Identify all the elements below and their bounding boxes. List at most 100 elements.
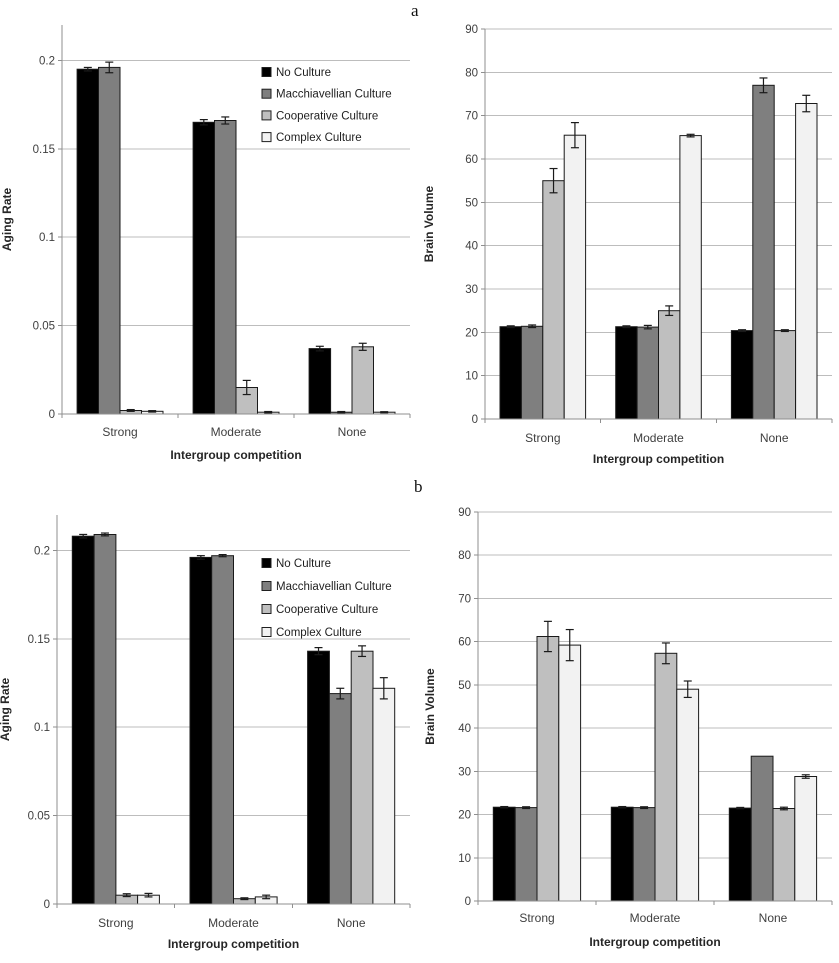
y-axis-title: Brain Volume [422, 185, 436, 262]
y-tick-label-0.15: 0.15 [33, 144, 55, 156]
errorbar-complex-culture-strong [570, 121, 579, 149]
x-tick-label-moderate: Moderate [211, 425, 262, 439]
bar-no-culture-none [308, 348, 332, 415]
y-tick-label-10: 10 [465, 371, 478, 383]
errorbar-no-culture-moderate [199, 118, 208, 126]
y-tick-label-70: 70 [465, 111, 478, 123]
bar-no-culture-moderate [192, 121, 216, 415]
chart-svg-panel-a-aging-rate: Strong Moderate None 0 0.05 0.1 0.15 0.2 Intergr… [0, 25, 411, 462]
errorbar-complex-culture-moderate [686, 133, 695, 138]
y-tick-label-0.15: 0.15 [28, 634, 50, 646]
errorbar-cooperative-culture-none [358, 645, 367, 658]
errorbar-cooperative-culture-strong [543, 620, 552, 653]
bar-complex-culture-none [372, 687, 396, 905]
errorbar-no-culture-none [736, 806, 745, 810]
bar-complex-culture-none [794, 776, 818, 902]
legend-item-no-culture: No Culture [261, 67, 331, 79]
y-tick-label-10: 10 [458, 853, 471, 865]
errorbar-no-culture-strong [79, 533, 88, 539]
x-tick-label-none: None [759, 911, 788, 925]
errorbar-macchiavellian-culture-moderate [218, 554, 227, 558]
x-axis-title: Intergroup competition [589, 935, 720, 949]
errorbar-cooperative-culture-moderate [240, 897, 249, 901]
y-tick-label-0: 0 [465, 896, 471, 908]
errorbar-cooperative-culture-strong [126, 408, 135, 412]
y-tick-label-60: 60 [458, 637, 471, 649]
chart-svg-panel-b-aging-rate: Strong Moderate None 0 0.05 0.1 0.15 0.2 Intergr… [0, 515, 411, 951]
errorbar-complex-culture-none [802, 94, 811, 113]
bar-no-culture-moderate [610, 806, 634, 902]
errorbar-macchiavellian-culture-strong [522, 806, 531, 810]
errorbar-complex-culture-moderate [683, 680, 692, 699]
errorbar-macchiavellian-culture-strong [100, 532, 109, 537]
errorbar-complex-culture-strong [565, 628, 574, 662]
legend-item-cooperative-culture: Cooperative Culture [261, 604, 378, 616]
y-tick-label-0.2: 0.2 [39, 55, 55, 67]
x-tick-label-strong: Strong [525, 431, 560, 445]
bar-macchiavellian-culture-moderate [636, 326, 660, 420]
legend: No Culture Macchiavellian Culture Cooperat… [261, 558, 392, 639]
bar-no-culture-moderate [189, 556, 213, 905]
errorbar-macchiavellian-culture-moderate [640, 806, 649, 810]
y-tick-label-40: 40 [465, 241, 478, 253]
errorbar-macchiavellian-culture-strong [528, 324, 537, 329]
y-tick-label-90: 90 [458, 507, 471, 519]
y-axis-title: Aging Rate [0, 678, 12, 742]
bar-macchiavellian-culture-moderate [211, 555, 234, 905]
chart-panel-a-brain-volume: Strong Moderate None 0 10 20 30 40 50 60 70 80 90 Int… [420, 0, 839, 477]
errorbar-macchiavellian-culture-strong [105, 61, 114, 74]
bar-no-culture-none [307, 650, 330, 905]
y-tick-label-0.2: 0.2 [34, 545, 50, 557]
legend-label-cooperative-culture: Cooperative Culture [276, 110, 378, 122]
legend-swatch-cooperative-culture [261, 110, 272, 121]
bar-macchiavellian-culture-moderate [632, 807, 656, 902]
errorbar-complex-culture-none [379, 677, 388, 700]
legend-swatch-no-culture [261, 558, 272, 568]
x-tick-label-none: None [337, 916, 366, 930]
chart-svg-panel-b-brain-volume: Strong Moderate None 0 10 20 30 40 50 60 70 80 90 Int… [423, 507, 833, 949]
bar-cooperative-culture-none [350, 650, 374, 905]
x-tick-label-none: None [760, 431, 789, 445]
bar-cooperative-culture-none [351, 346, 374, 415]
y-tick-label-80: 80 [465, 67, 478, 79]
errorbar-no-culture-strong [506, 325, 515, 329]
legend-label-macchiavellian-culture: Macchiavellian Culture [276, 89, 392, 101]
x-tick-label-moderate: Moderate [208, 916, 259, 930]
bar-complex-culture-strong [558, 644, 582, 902]
panel-label-b: b [414, 477, 423, 496]
bar-cooperative-culture-moderate [658, 310, 681, 420]
errorbar-no-culture-moderate [622, 325, 631, 329]
bar-macchiavellian-culture-none [752, 84, 775, 420]
y-tick-label-0: 0 [472, 414, 478, 426]
bar-complex-culture-moderate [676, 688, 700, 902]
errorbar-cooperative-culture-none [780, 329, 789, 333]
y-tick-label-0: 0 [49, 409, 55, 421]
y-tick-label-50: 50 [458, 680, 471, 692]
x-tick-label-strong: Strong [519, 911, 554, 925]
x-tick-label-strong: Strong [102, 425, 137, 439]
bar-cooperative-culture-strong [542, 180, 565, 420]
chart-svg-panel-a-brain-volume: Strong Moderate None 0 10 20 30 40 50 60 70 80 90 Int… [422, 24, 833, 466]
bar-no-culture-none [730, 330, 754, 420]
errorbar-cooperative-culture-moderate [665, 305, 674, 317]
y-tick-label-80: 80 [458, 550, 471, 562]
bar-macchiavellian-culture-strong [514, 807, 538, 902]
y-tick-label-0.05: 0.05 [33, 321, 55, 333]
legend-label-complex-culture: Complex Culture [276, 627, 362, 639]
errorbar-no-culture-none [314, 647, 323, 656]
x-tick-label-moderate: Moderate [630, 911, 681, 925]
bar-complex-culture-none [795, 103, 818, 420]
bar-no-culture-moderate [615, 326, 638, 420]
chart-panel-b-brain-volume: Strong Moderate None 0 10 20 30 40 50 60 70 80 90 Int… [420, 480, 839, 963]
errorbar-no-culture-none [315, 345, 324, 352]
bar-no-culture-strong [492, 806, 516, 902]
y-tick-label-0: 0 [44, 899, 50, 911]
bar-cooperative-culture-moderate [654, 652, 678, 902]
legend-swatch-complex-culture [261, 132, 272, 143]
errorbar-no-culture-strong [83, 66, 92, 72]
bar-macchiavellian-culture-strong [98, 66, 121, 415]
x-tick-label-strong: Strong [98, 916, 133, 930]
bar-cooperative-culture-none [772, 808, 796, 902]
errorbar-complex-culture-moderate [262, 894, 271, 900]
